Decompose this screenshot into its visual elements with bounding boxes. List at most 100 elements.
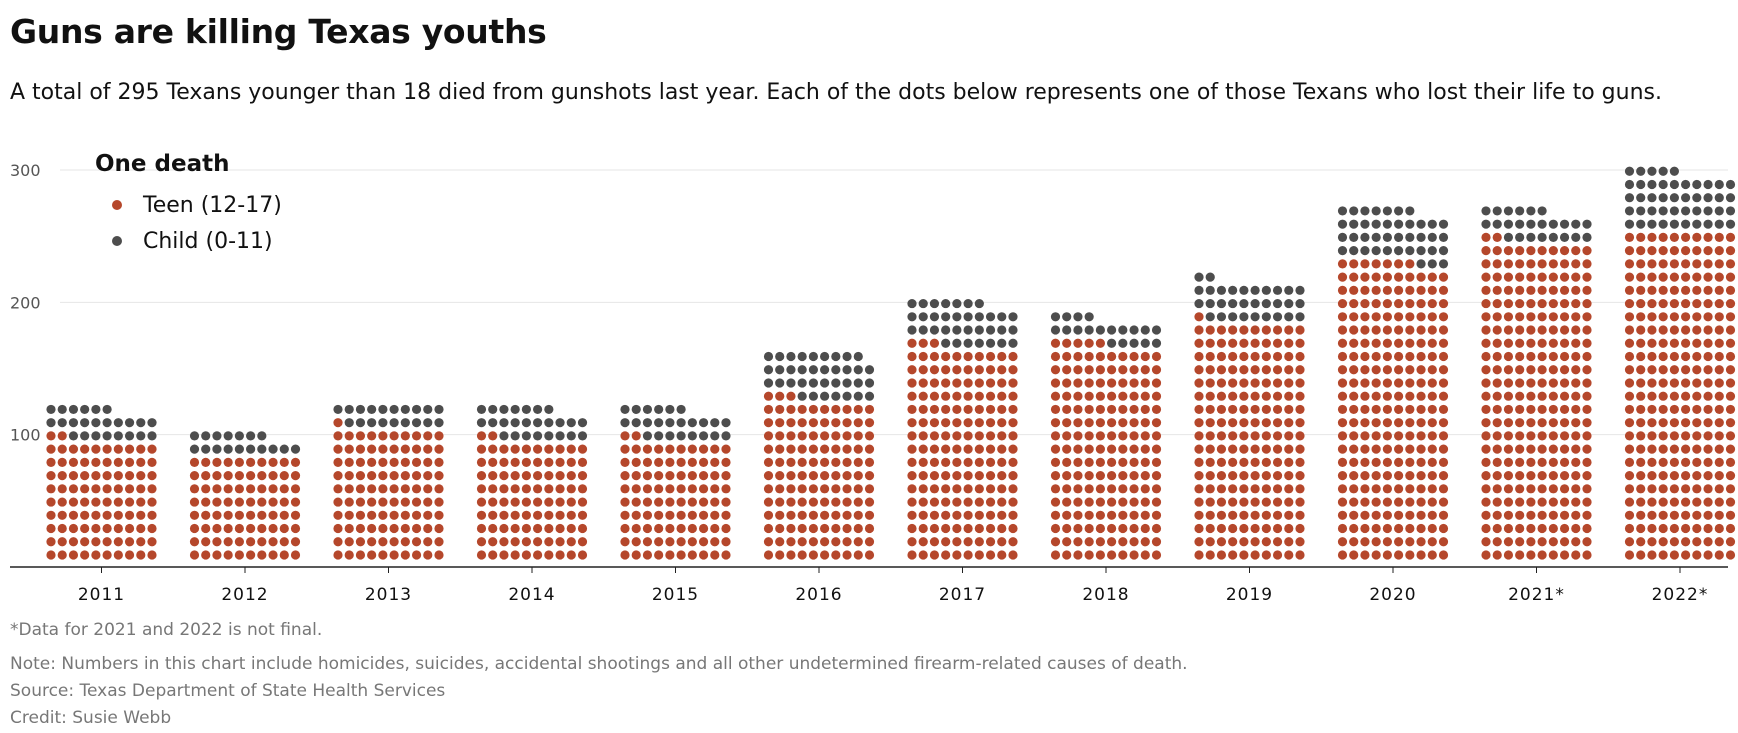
teen-death-dot: [918, 471, 928, 481]
teen-death-dot: [367, 457, 377, 467]
teen-death-dot: [997, 418, 1007, 428]
child-death-dot: [1140, 338, 1150, 348]
teen-death-dot: [1703, 431, 1713, 441]
teen-death-dot: [1371, 259, 1381, 269]
teen-death-dot: [1062, 378, 1072, 388]
teen-death-dot: [1216, 510, 1227, 520]
teen-death-dot: [1095, 537, 1105, 547]
child-death-dot: [775, 365, 785, 375]
teen-death-dot: [1261, 365, 1271, 375]
child-death-dot: [1515, 206, 1525, 216]
teen-death-dot: [223, 471, 233, 481]
teen-death-dot: [797, 497, 807, 507]
teen-death-dot: [1503, 418, 1514, 428]
teen-death-dot: [952, 378, 962, 388]
teen-death-dot: [952, 523, 962, 534]
teen-death-dot: [918, 497, 928, 507]
teen-death-dot: [1658, 259, 1668, 269]
teen-death-dot: [1295, 550, 1305, 560]
teen-death-dot: [389, 444, 399, 454]
teen-death-dot: [820, 537, 830, 547]
teen-death-dot: [786, 444, 796, 454]
teen-death-dot: [1073, 444, 1083, 454]
teen-death-dot: [907, 510, 917, 520]
teen-death-dot: [566, 484, 576, 494]
teen-death-dot: [1492, 365, 1502, 375]
child-death-dot: [1194, 272, 1204, 282]
teen-death-dot: [687, 497, 697, 507]
teen-death-dot: [367, 550, 377, 560]
child-death-dot: [499, 404, 509, 415]
teen-death-dot: [212, 484, 222, 494]
teen-death-dot: [1503, 510, 1514, 520]
teen-death-dot: [476, 431, 487, 441]
teen-death-dot: [631, 484, 641, 494]
teen-death-dot: [1216, 457, 1227, 467]
teen-death-dot: [1337, 404, 1348, 415]
child-death-dot: [344, 418, 354, 428]
teen-death-dot: [1537, 404, 1547, 415]
teen-death-dot: [1416, 418, 1426, 428]
teen-death-dot: [1405, 259, 1415, 269]
teen-death-dot: [1515, 404, 1525, 415]
teen-death-dot: [1636, 285, 1646, 295]
teen-death-dot: [1669, 471, 1679, 481]
legend-teen-label: Teen (12-17): [142, 193, 282, 218]
child-death-dot: [1492, 219, 1502, 229]
teen-death-dot: [1427, 312, 1437, 322]
teen-death-dot: [1658, 285, 1668, 295]
teen-death-dot: [907, 378, 917, 388]
teen-death-dot: [952, 550, 962, 560]
teen-death-dot: [985, 537, 996, 547]
teen-death-dot: [1582, 523, 1592, 534]
child-death-dot: [1636, 179, 1646, 190]
child-death-dot: [189, 431, 200, 441]
teen-death-dot: [1008, 365, 1018, 375]
teen-death-dot: [1050, 351, 1061, 362]
teen-death-dot: [1492, 298, 1502, 309]
legend-child-swatch: [112, 236, 122, 246]
teen-death-dot: [853, 431, 863, 441]
teen-death-dot: [1725, 510, 1736, 520]
teen-death-dot: [853, 523, 863, 534]
teen-death-dot: [1438, 444, 1449, 454]
teen-death-dot: [212, 497, 222, 507]
teen-death-dot: [577, 523, 588, 534]
teen-death-dot: [1250, 431, 1260, 441]
teen-death-dot: [864, 431, 875, 441]
teen-death-dot: [1416, 312, 1426, 322]
teen-death-dot: [687, 457, 697, 467]
teen-death-dot: [1492, 497, 1502, 507]
teen-death-dot: [620, 431, 630, 441]
teen-death-dot: [1714, 378, 1724, 388]
child-death-dot: [1349, 219, 1359, 229]
teen-death-dot: [1427, 497, 1437, 507]
child-death-dot: [1582, 219, 1592, 229]
teen-death-dot: [1571, 312, 1581, 322]
teen-death-dot: [1062, 484, 1072, 494]
teen-death-dot: [1228, 523, 1238, 534]
teen-death-dot: [1062, 365, 1072, 375]
teen-death-dot: [1658, 444, 1668, 454]
dot-column: [620, 404, 731, 560]
teen-death-dot: [234, 537, 244, 547]
teen-death-dot: [1559, 351, 1570, 362]
teen-death-dot: [378, 484, 388, 494]
teen-death-dot: [1349, 325, 1359, 335]
child-death-dot: [929, 325, 940, 335]
teen-death-dot: [1216, 497, 1227, 507]
teen-death-dot: [775, 550, 785, 560]
teen-death-dot: [234, 523, 244, 534]
teen-death-dot: [57, 497, 67, 507]
child-death-dot: [864, 365, 875, 375]
teen-death-dot: [1571, 471, 1581, 481]
teen-death-dot: [687, 537, 697, 547]
teen-death-dot: [1129, 444, 1139, 454]
teen-death-dot: [533, 537, 543, 547]
teen-death-dot: [201, 510, 211, 520]
teen-death-dot: [488, 444, 498, 454]
teen-death-dot: [1481, 312, 1491, 322]
child-death-dot: [687, 431, 697, 441]
teen-death-dot: [1272, 365, 1283, 375]
teen-death-dot: [1647, 232, 1657, 242]
